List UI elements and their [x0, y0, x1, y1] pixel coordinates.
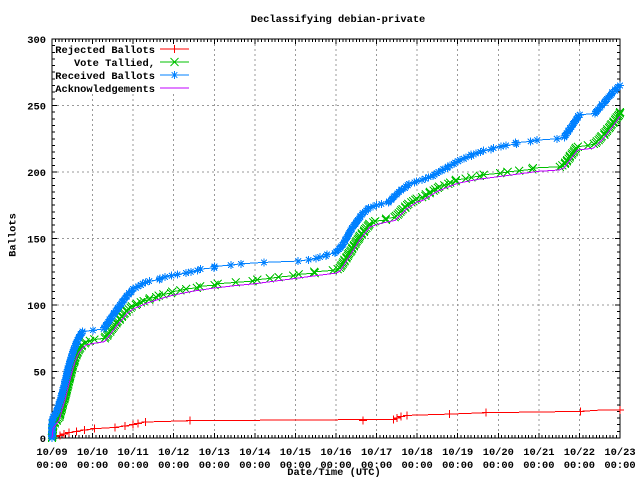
svg-text:Received Ballots: Received Ballots	[55, 71, 155, 83]
svg-text:00:00: 00:00	[564, 460, 595, 472]
svg-text:00:00: 00:00	[239, 460, 270, 472]
svg-text:Vote Tallied,: Vote Tallied,	[74, 58, 155, 70]
svg-text:100: 100	[27, 301, 46, 313]
svg-text:Date/Time (UTC): Date/Time (UTC)	[287, 467, 381, 479]
svg-text:Acknowledgements: Acknowledgements	[55, 84, 155, 96]
svg-text:0: 0	[40, 434, 46, 446]
svg-text:10/20: 10/20	[483, 447, 514, 459]
svg-text:00:00: 00:00	[36, 460, 67, 472]
svg-text:Ballots: Ballots	[8, 213, 20, 257]
svg-text:00:00: 00:00	[442, 460, 473, 472]
svg-text:10/14: 10/14	[239, 447, 270, 459]
svg-text:00:00: 00:00	[402, 460, 433, 472]
svg-text:150: 150	[27, 235, 46, 247]
svg-text:00:00: 00:00	[118, 460, 149, 472]
svg-text:10/12: 10/12	[158, 447, 189, 459]
svg-text:10/13: 10/13	[199, 447, 230, 459]
svg-text:10/19: 10/19	[442, 447, 473, 459]
svg-text:10/09: 10/09	[36, 447, 67, 459]
svg-text:300: 300	[27, 35, 46, 47]
svg-text:250: 250	[27, 102, 46, 114]
svg-text:10/11: 10/11	[118, 447, 149, 459]
svg-text:50: 50	[34, 368, 46, 380]
svg-text:00:00: 00:00	[523, 460, 554, 472]
svg-text:00:00: 00:00	[483, 460, 514, 472]
svg-text:10/15: 10/15	[280, 447, 311, 459]
svg-text:00:00: 00:00	[158, 460, 189, 472]
svg-text:00:00: 00:00	[280, 460, 311, 472]
svg-text:Rejected Ballots: Rejected Ballots	[55, 45, 155, 57]
svg-text:Declassifying debian-private: Declassifying debian-private	[251, 14, 426, 26]
svg-text:10/22: 10/22	[564, 447, 595, 459]
svg-text:10/21: 10/21	[523, 447, 554, 459]
svg-text:10/16: 10/16	[320, 447, 351, 459]
svg-text:10/18: 10/18	[402, 447, 433, 459]
svg-text:00:00: 00:00	[320, 460, 351, 472]
svg-text:00:00: 00:00	[199, 460, 230, 472]
svg-text:10/17: 10/17	[361, 447, 392, 459]
svg-text:10/23: 10/23	[604, 447, 635, 459]
svg-text:00:00: 00:00	[361, 460, 392, 472]
svg-text:200: 200	[27, 168, 46, 180]
svg-text:00:00: 00:00	[604, 460, 635, 472]
svg-text:10/10: 10/10	[77, 447, 108, 459]
svg-text:00:00: 00:00	[77, 460, 108, 472]
